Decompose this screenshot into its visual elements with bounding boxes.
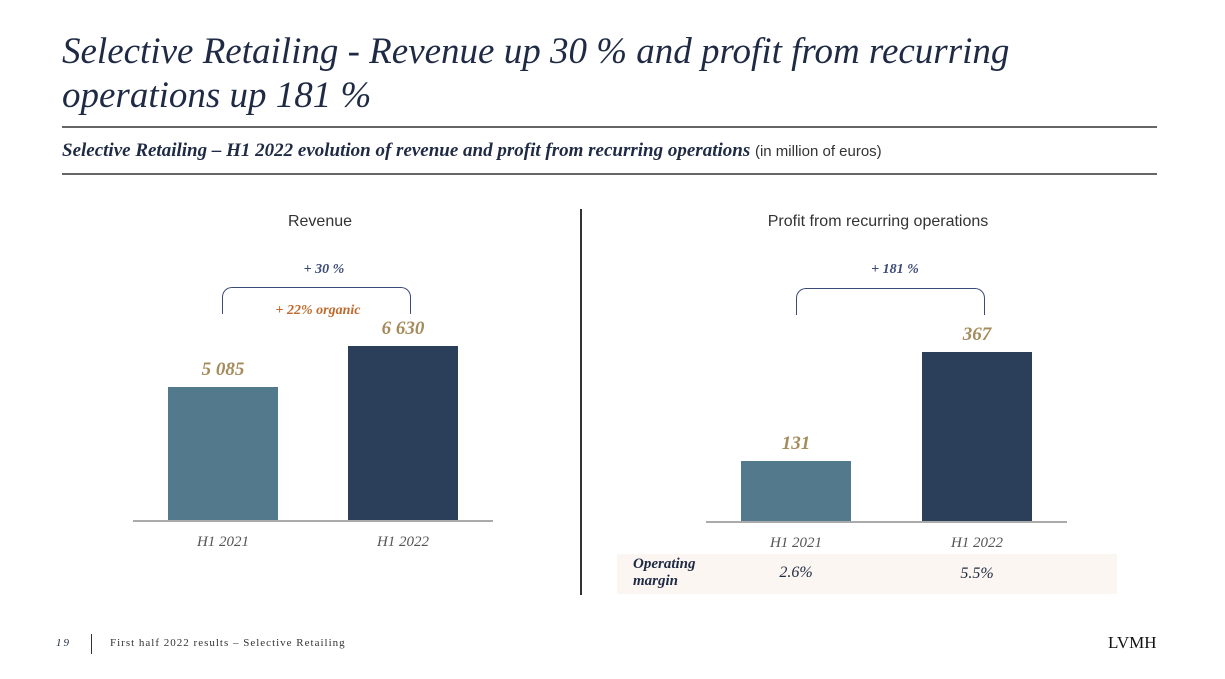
data-label: 367 [962,324,992,345]
revenue-growth-bracket [222,287,411,314]
operating-margin-label: Operating margin [633,556,696,589]
subtitle-text: Selective Retailing – H1 2022 evolution … [62,140,751,161]
data-label: 131 [781,432,811,454]
bar-h1-2022 [922,352,1032,521]
organic-growth-label: + 22% organic [275,303,361,318]
revenue-growth-label: + 30 % [303,262,345,277]
operating-margin-2021: 2.6% [779,564,813,581]
page-number: 19 [56,637,71,649]
footer-text: First half 2022 results – Selective Reta… [110,637,346,649]
data-label: 5 085 [201,358,245,380]
footer-separator [91,634,92,654]
data-label: 6 630 [381,318,425,339]
bar-h1-2022 [348,346,458,520]
x-tick-label: H1 2022 [950,535,1004,551]
profit-chart-title: Profit from recurring operations [767,213,989,230]
divider [62,173,1157,175]
x-tick-label: H1 2022 [376,534,430,550]
x-tick-label: H1 2021 [769,535,823,551]
revenue-chart-title: Revenue [287,213,353,230]
x-axis [706,521,1067,523]
x-tick-label: H1 2021 [196,534,250,550]
x-axis [133,520,493,522]
operating-margin-2022: 5.5% [960,565,994,582]
operating-margin-row: Operating margin 2.6% 5.5% [617,554,1117,594]
profit-growth-label: + 181 % [871,262,919,277]
bar-h1-2021 [168,386,278,520]
slide-title: Selective Retailing - Revenue up 30 % an… [62,31,1010,116]
lvmh-logo: LVMH [1108,633,1157,652]
unit-label: (in million of euros) [754,143,882,160]
profit-growth-bracket [796,288,985,315]
subtitle: Selective Retailing – H1 2022 evolution … [62,140,882,162]
divider [62,126,1157,128]
chart-divider [580,209,582,595]
bar-h1-2021 [741,460,851,521]
